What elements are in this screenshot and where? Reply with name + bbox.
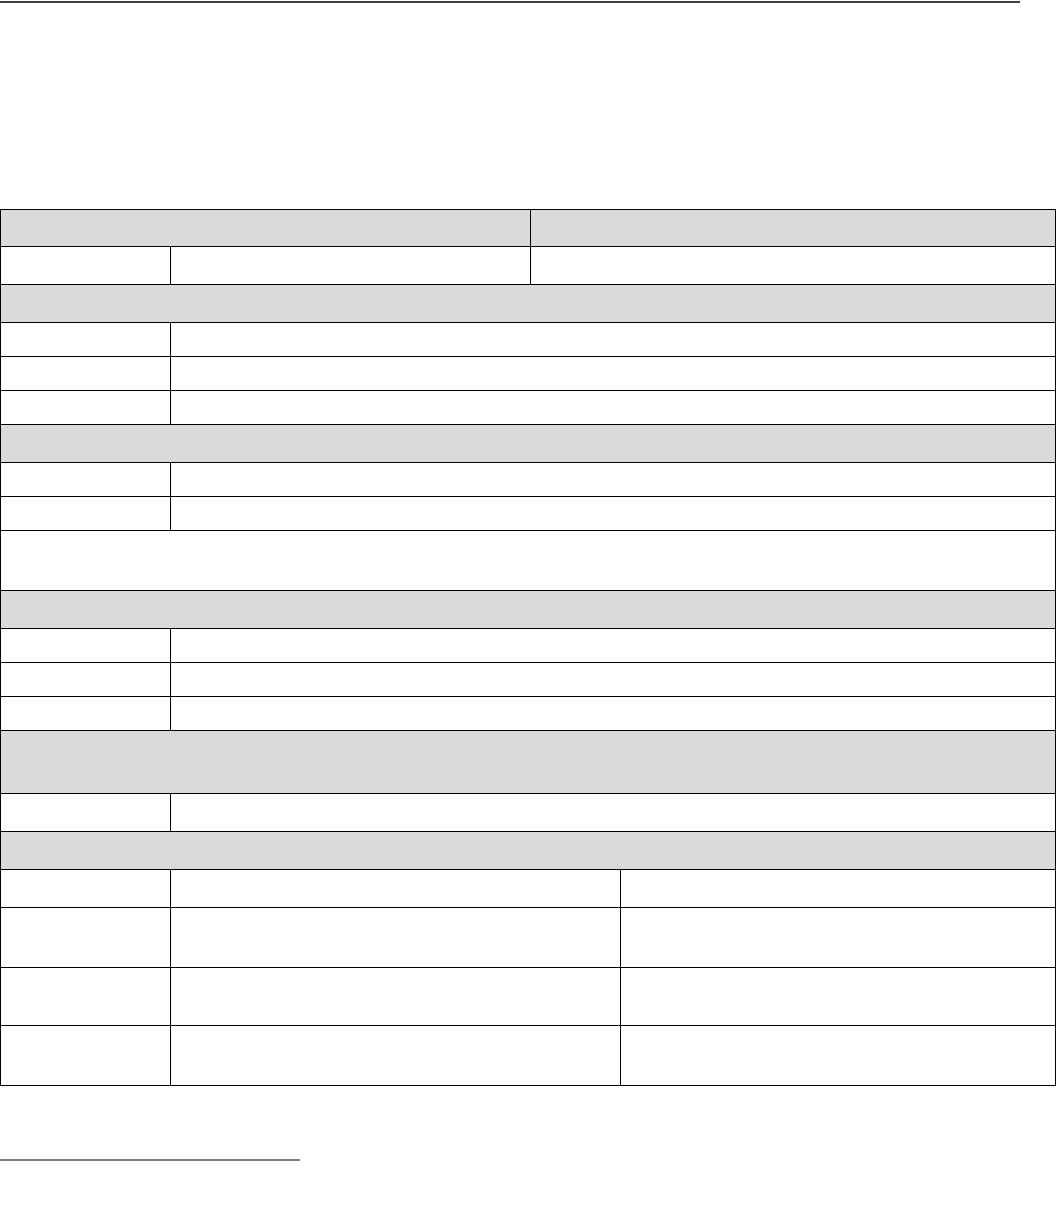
shaded-row — [0, 284, 1056, 322]
shaded-row — [0, 424, 1056, 462]
shaded-row — [0, 590, 1056, 628]
shaded-row — [0, 831, 1056, 869]
shaded-row — [0, 730, 1056, 793]
shaded-row — [0, 209, 1056, 246]
